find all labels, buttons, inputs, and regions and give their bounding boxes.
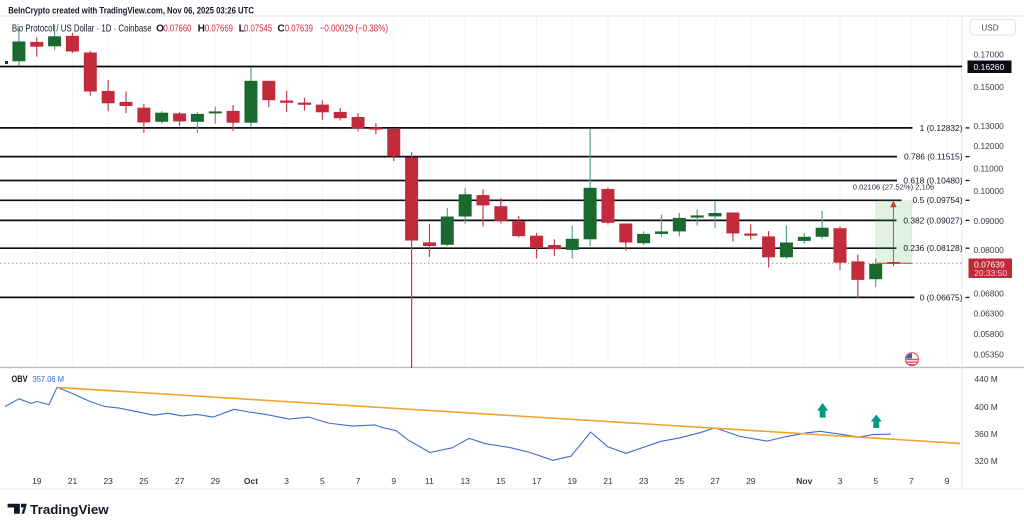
svg-text:L: L [239,24,245,35]
svg-text:0.07639: 0.07639 [974,259,1005,269]
svg-text:Nov: Nov [796,476,812,486]
svg-text:3: 3 [838,476,843,486]
svg-text:29: 29 [746,476,756,486]
svg-text:357.06 M: 357.06 M [33,374,65,384]
svg-text:0.02106 (27.52%) 2,106: 0.02106 (27.52%) 2,106 [853,183,935,192]
svg-text:400 M: 400 M [975,402,998,412]
svg-text:0.618 (0.10480): 0.618 (0.10480) [903,175,962,185]
svg-text:320 M: 320 M [975,456,998,466]
svg-text:0.13000: 0.13000 [974,121,1005,131]
svg-text:H: H [198,24,205,35]
svg-text:0.236 (0.08128): 0.236 (0.08128) [903,243,962,253]
svg-text:0.07545: 0.07545 [244,24,272,35]
svg-text:Oct: Oct [244,476,258,486]
svg-text:TradingView: TradingView [30,502,109,517]
svg-text:0.16260: 0.16260 [974,62,1005,72]
svg-text:23: 23 [639,476,649,486]
svg-text:USD: USD [981,23,998,32]
svg-text:0.05350: 0.05350 [974,350,1005,360]
svg-text:0.06800: 0.06800 [974,288,1005,298]
svg-text:7: 7 [909,476,914,486]
svg-text:5: 5 [320,476,325,486]
svg-text:21: 21 [603,476,613,486]
svg-text:29: 29 [211,476,221,486]
svg-text:C: C [277,24,285,35]
svg-text:25: 25 [675,476,685,486]
svg-text:0.15000: 0.15000 [974,82,1005,92]
svg-text:0.10000: 0.10000 [974,186,1005,196]
svg-text:−0.00029 (−0.38%): −0.00029 (−0.38%) [320,24,388,35]
svg-text:BeInCrypto created with Tradin: BeInCrypto created with TradingView.com,… [8,5,254,16]
svg-text:11: 11 [425,476,434,486]
svg-text:27: 27 [710,476,720,486]
svg-text:0.07660: 0.07660 [163,24,191,35]
svg-text:20:33:50: 20:33:50 [974,268,1007,278]
svg-text:27: 27 [175,476,185,486]
svg-text:O: O [156,24,164,35]
svg-text:0.5 (0.09754): 0.5 (0.09754) [913,195,963,205]
svg-text:0.05800: 0.05800 [974,329,1005,339]
svg-text:440 M: 440 M [975,374,998,384]
svg-text:23: 23 [103,476,113,486]
svg-text:17: 17 [532,476,542,486]
svg-text:0 (0.06675): 0 (0.06675) [920,292,963,302]
svg-text:0.17000: 0.17000 [974,50,1005,60]
svg-text:19: 19 [567,476,577,486]
svg-text:3: 3 [284,476,289,486]
svg-text:9: 9 [945,476,950,486]
svg-text:1 (0.12832): 1 (0.12832) [920,123,963,133]
svg-text:13: 13 [460,476,470,486]
svg-text:15: 15 [496,476,506,486]
svg-text:Bio Protocol / US Dollar · 1D: Bio Protocol / US Dollar · 1D · Coinbase [12,24,152,35]
svg-text:0.07669: 0.07669 [205,24,233,35]
svg-text:0.12000: 0.12000 [974,141,1005,151]
svg-text:0.09000: 0.09000 [974,216,1005,226]
svg-text:0.06300: 0.06300 [974,309,1005,319]
svg-text:0.07639: 0.07639 [285,24,313,35]
svg-text:21: 21 [68,476,78,486]
svg-text:0.08000: 0.08000 [974,245,1005,255]
svg-text:5: 5 [873,476,878,486]
svg-text:0.382 (0.09027): 0.382 (0.09027) [903,215,962,225]
svg-text:OBV: OBV [12,374,28,384]
svg-text:360 M: 360 M [975,429,998,439]
svg-text:25: 25 [139,476,149,486]
svg-text:9: 9 [391,476,396,486]
svg-text:0.786 (0.11515): 0.786 (0.11515) [904,152,963,162]
svg-text:7: 7 [356,476,361,486]
svg-text:19: 19 [32,476,42,486]
svg-text:0.11000: 0.11000 [974,164,1004,174]
